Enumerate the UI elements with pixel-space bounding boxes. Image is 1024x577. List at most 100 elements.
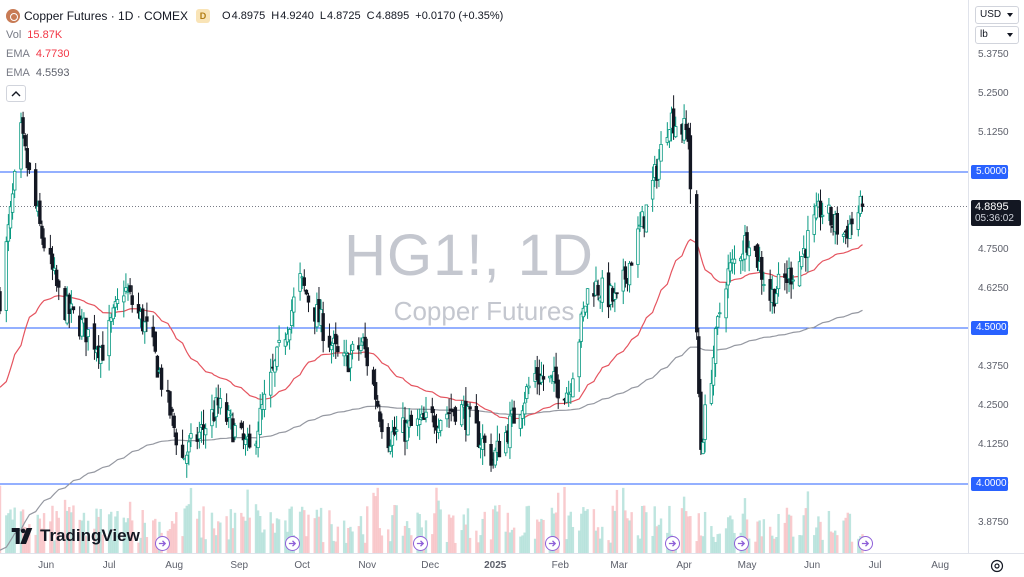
volume-bar [710,526,713,553]
candle-body [466,406,470,436]
volume-bar [506,512,510,553]
volume-bar [624,510,627,553]
volume-bar [49,521,52,553]
candle-body [304,289,309,295]
dividend-arrow-icon[interactable] [544,536,560,551]
candle-body [174,432,178,446]
dividend-arrow-icon[interactable] [284,536,300,551]
candle-body [489,444,493,466]
volume-bar [540,518,543,553]
candle-body [342,352,346,357]
candle-body [518,414,523,429]
volume-bar [416,512,419,553]
volume-bar [259,516,262,553]
volume-bar [361,534,365,553]
volume-bar [483,511,486,553]
ohlc-high-label: H [271,9,280,22]
volume-bar [97,516,100,553]
candle-body [726,268,730,286]
volume-bar [783,522,787,553]
volume-bar [5,515,8,553]
ema-fast-line [0,238,863,420]
volume-bar [601,526,604,553]
candle-body [363,336,367,350]
volume-bar [680,508,684,553]
candle-body [818,200,823,218]
ohlc-change: +0.0170 (+0.35%) [415,9,504,22]
collapse-legend-button[interactable] [6,85,26,102]
volume-bar [842,520,845,553]
volume-bar [19,511,23,553]
volume-bar [332,540,335,553]
candle-body [820,214,825,217]
candle-body [745,232,749,253]
ema-slow-legend-row[interactable]: EMA 4.5593 [6,63,509,82]
volume-bar [219,522,222,553]
dividend-arrow-icon[interactable] [857,536,873,551]
volume-bar [410,535,413,553]
candle-body [124,287,128,292]
candle-body [287,329,292,341]
chart-pane[interactable]: HG1!, 1D Copper Futures Copper Futures ·… [0,0,968,553]
delayed-badge[interactable]: D [196,8,211,23]
price-axis[interactable]: USD lb 5.37505.25005.12505.00004.87504.7… [968,0,1024,553]
candle-body [814,205,819,219]
volume-bar [552,513,556,553]
volume-bar [349,526,352,553]
volume-bar [271,523,275,553]
candle-body [579,313,583,342]
volume-bar [418,514,421,553]
volume-bar [101,534,105,553]
candle-body [571,378,575,398]
candle-body [697,336,701,394]
unit-selector[interactable]: lb [975,26,1019,44]
volume-bar [685,511,688,553]
volume-bar [202,506,205,553]
volume-bar [703,511,707,553]
volume-bar [512,527,516,553]
dividend-arrow-icon[interactable] [733,536,749,551]
currency-selector[interactable]: USD [975,6,1019,24]
volume-bar [336,526,340,553]
candle-body [497,440,502,458]
symbol-title[interactable]: Copper Futures · 1D · COMEX [24,8,189,23]
volume-bar [527,505,531,553]
volume-bar [317,516,321,553]
time-axis[interactable]: Jun Jul Aug Sep Oct Nov Dec 2025 Feb Mar Apr May Jun… [0,553,1024,577]
dividend-arrow-icon[interactable] [664,536,680,551]
volume-bar [391,515,394,553]
candle-body [585,288,590,305]
volume-bar [290,506,293,553]
volume-bar [607,540,610,553]
tradingview-logo[interactable]: TradingView [8,526,140,546]
ohlc-close-label: C [366,9,375,22]
volume-bar [743,498,747,553]
candle-body [760,256,764,280]
volume-bar [636,535,640,553]
volume-label: Vol [6,28,22,41]
volume-bar [374,496,377,553]
candle-body [525,386,529,399]
current-price-tag: 4.8895 05:36:02 [971,200,1021,226]
dividend-arrow-icon[interactable] [154,536,170,551]
volume-bar [139,537,142,553]
dividend-arrow-icon[interactable] [412,536,428,551]
volume-bar [584,510,587,553]
candle-body [728,262,732,272]
ema-fast-legend-row[interactable]: EMA 4.7730 [6,44,509,63]
volume-legend-row[interactable]: Vol 15.87K [6,25,509,44]
candle-body [218,398,223,409]
gear-icon[interactable] [990,559,1004,573]
price-chart[interactable] [0,0,968,553]
candle-body [10,193,15,213]
volume-bar [128,501,132,553]
ema-slow-value: 4.5593 [35,66,70,79]
candle-body [621,269,625,292]
volume-bar [491,509,495,553]
volume-bar [284,520,287,553]
volume-bar [834,530,837,553]
candle-body [101,344,105,361]
candle-body [159,367,164,390]
candle-body [350,343,355,352]
